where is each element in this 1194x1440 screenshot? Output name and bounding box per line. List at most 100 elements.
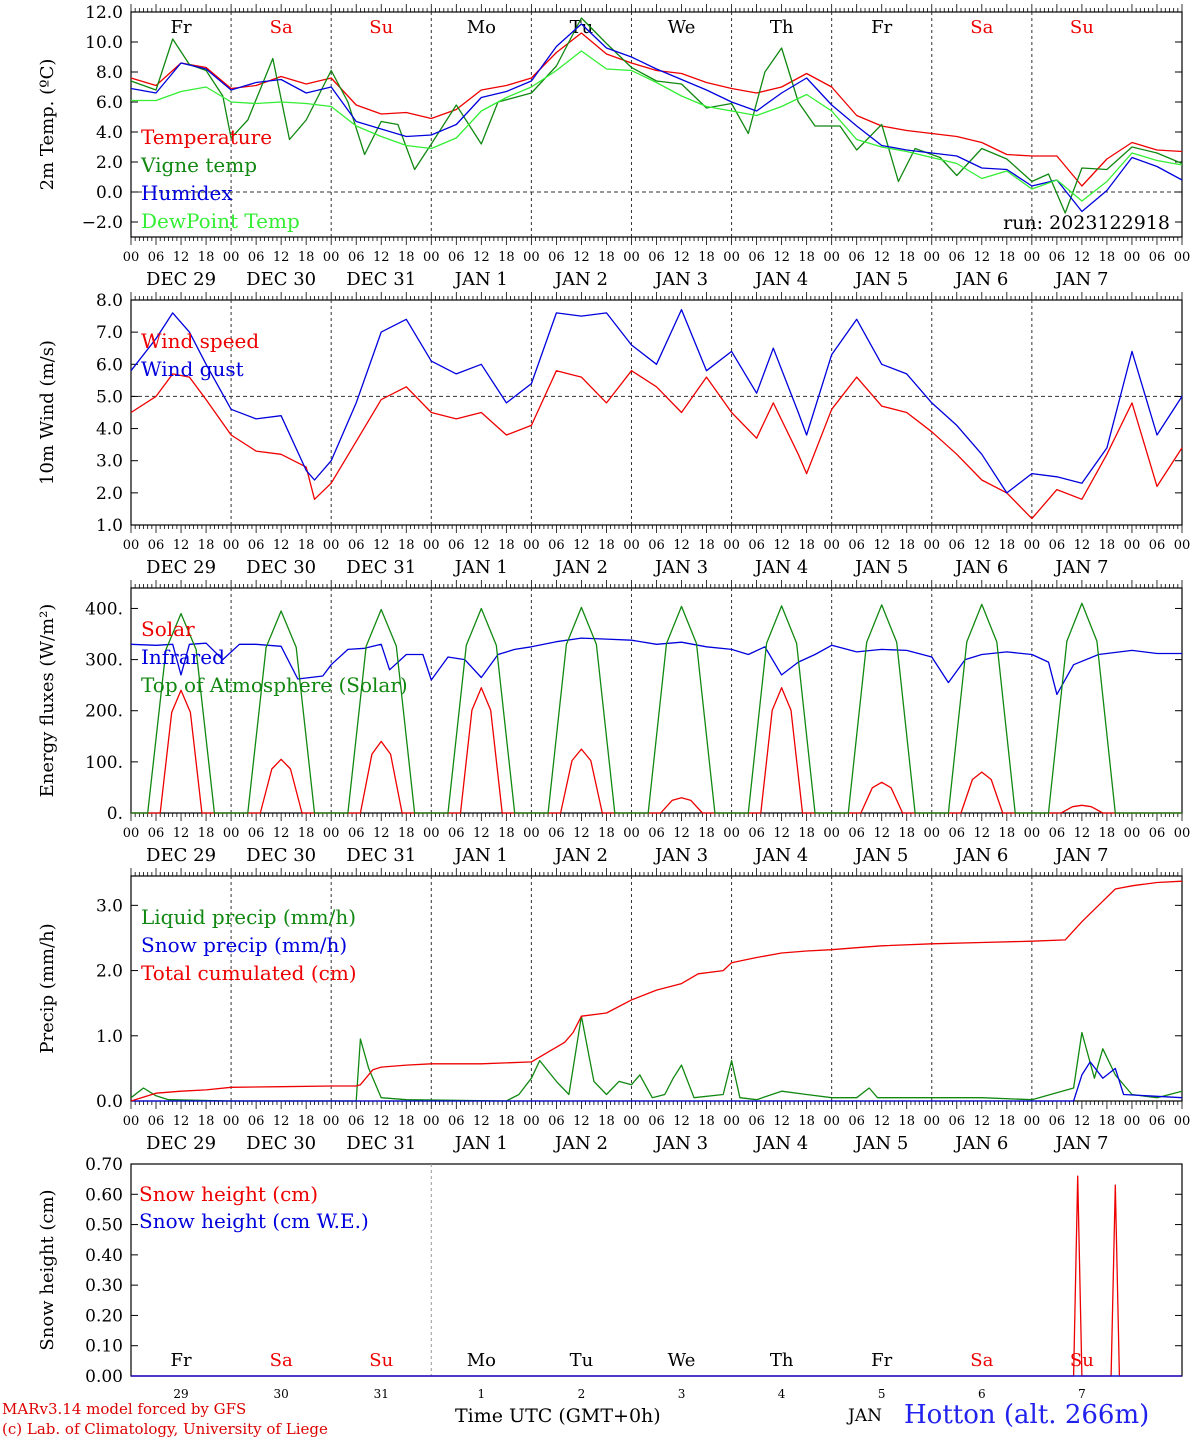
y-tick-label: 4.0: [96, 420, 123, 440]
hour-tick-label: 18: [798, 538, 815, 553]
series-line-red: [130, 370, 1183, 520]
y-tick-label: 400.: [85, 599, 123, 619]
hour-tick-label: 00: [723, 826, 740, 841]
hour-tick-label: 00: [1124, 250, 1141, 265]
y-tick-label: 200.: [85, 702, 123, 722]
hour-tick-label: 18: [198, 538, 215, 553]
hour-tick-label: 06: [848, 250, 865, 265]
hour-tick-label: 06: [448, 538, 465, 553]
day-name: Fr: [871, 17, 892, 38]
date-label: JAN 2: [553, 845, 608, 866]
model-credit: MARv3.14 model forced by GFS: [2, 1400, 247, 1418]
y-axis-label: 10m Wind (m/s): [37, 340, 58, 485]
y-tick-label: 0.50: [85, 1216, 123, 1236]
hour-tick-label: 12: [173, 538, 190, 553]
hour-tick-label: 18: [298, 826, 315, 841]
hour-tick-label: 00: [1174, 1114, 1191, 1129]
hour-tick-label: 12: [373, 826, 390, 841]
hour-tick-label: 18: [1099, 250, 1116, 265]
hour-tick-label: 00: [623, 826, 640, 841]
hour-tick-label: 18: [598, 538, 615, 553]
meteogram: 12.010.08.06.04.02.00.0−2.02m Temp. (ºC)…: [37, 3, 1190, 1400]
hour-tick-label: 18: [398, 538, 415, 553]
hour-tick-label: 18: [898, 1114, 915, 1129]
hour-tick-label: 18: [498, 250, 515, 265]
date-label: JAN 6: [953, 269, 1008, 290]
hour-tick-label: 06: [1049, 538, 1066, 553]
date-label: JAN 3: [653, 845, 708, 866]
hour-tick-label: 12: [273, 538, 290, 553]
series-line-blue: [131, 1061, 1183, 1102]
day-number: 1: [478, 1387, 486, 1400]
hour-tick-label: 12: [173, 1114, 190, 1129]
date-label: JAN 3: [653, 269, 708, 290]
y-axis-label: Snow height (cm): [37, 1189, 58, 1350]
hour-tick-label: 00: [323, 538, 340, 553]
y-tick-label: 0.70: [85, 1155, 123, 1175]
date-label: JAN 3: [653, 1133, 708, 1154]
day-name: Sa: [270, 17, 293, 38]
y-tick-label: 0.10: [85, 1337, 123, 1357]
hour-tick-label: 06: [648, 1114, 665, 1129]
legend-entry: Snow precip (mm/h): [141, 933, 347, 957]
y-tick-label: 2.0: [96, 153, 123, 173]
day-name: Su: [369, 1350, 393, 1371]
hour-tick-label: 12: [273, 250, 290, 265]
panel-3: 400. 300. 200. 100. 0. Energy fluxes (W/m²) 00…: [37, 580, 1190, 866]
day-name: Fr: [171, 1350, 192, 1371]
hour-tick-label: 12: [1074, 826, 1091, 841]
hour-tick-label: 00: [323, 250, 340, 265]
hour-tick-label: 18: [999, 1114, 1016, 1129]
hour-tick-label: 18: [698, 1114, 715, 1129]
hour-tick-label: 18: [198, 826, 215, 841]
hour-tick-label: 12: [273, 1114, 290, 1129]
series-line-red: [130, 880, 1183, 1102]
series-line-green: [130, 1015, 1183, 1102]
panel-4: 3.0 2.0 1.0 0.0 Precip (mm/h) 00 06 12 18 00 06 12 1…: [37, 868, 1190, 1154]
hour-tick-label: 18: [898, 250, 915, 265]
legend-entry: Snow height (cm): [139, 1182, 318, 1206]
hour-tick-label: 18: [298, 1114, 315, 1129]
y-tick-label: 1.0: [96, 516, 123, 536]
time-axis-title: Time UTC (GMT+0h): [455, 1405, 661, 1427]
date-label: JAN 3: [653, 557, 708, 578]
date-label: JAN 1: [453, 557, 508, 578]
hour-tick-label: 00: [223, 538, 240, 553]
hour-tick-label: 12: [573, 250, 590, 265]
hour-tick-label: 00: [823, 538, 840, 553]
date-label: DEC 31: [346, 1133, 416, 1154]
hour-tick-label: 12: [773, 826, 790, 841]
date-label: DEC 29: [146, 845, 216, 866]
hour-tick-label: 18: [898, 826, 915, 841]
hour-tick-label: 18: [1099, 1114, 1116, 1129]
hour-tick-label: 12: [573, 538, 590, 553]
hour-tick-label: 06: [748, 1114, 765, 1129]
hour-tick-label: 00: [323, 826, 340, 841]
hour-tick-label: 06: [348, 538, 365, 553]
station-name: Hotton (alt. 266m): [904, 1400, 1150, 1430]
date-label: JAN 6: [953, 1133, 1008, 1154]
hour-tick-label: 06: [248, 538, 265, 553]
hour-tick-label: 12: [773, 538, 790, 553]
hour-tick-label: 06: [548, 1114, 565, 1129]
day-number: 7: [1078, 1387, 1086, 1400]
hour-tick-label: 06: [748, 826, 765, 841]
y-tick-label: 300.: [85, 651, 123, 671]
date-label: DEC 31: [346, 845, 416, 866]
hour-tick-label: 00: [723, 250, 740, 265]
hour-tick-label: 06: [348, 1114, 365, 1129]
hour-tick-label: 18: [498, 538, 515, 553]
y-axis-label: 2m Temp. (ºC): [37, 59, 58, 191]
series-line-blue: [130, 23, 1183, 213]
hour-tick-label: 00: [523, 538, 540, 553]
hour-tick-label: 00: [323, 1114, 340, 1129]
hour-tick-label: 06: [148, 250, 165, 265]
hour-tick-label: 00: [1024, 826, 1041, 841]
date-label: JAN 5: [853, 557, 908, 578]
hour-tick-label: 06: [1149, 826, 1166, 841]
y-tick-label: 2.0: [96, 962, 123, 982]
y-tick-label: 12.0: [85, 3, 123, 23]
hour-tick-label: 06: [848, 538, 865, 553]
hour-tick-label: 06: [548, 250, 565, 265]
hour-tick-label: 00: [123, 1114, 140, 1129]
